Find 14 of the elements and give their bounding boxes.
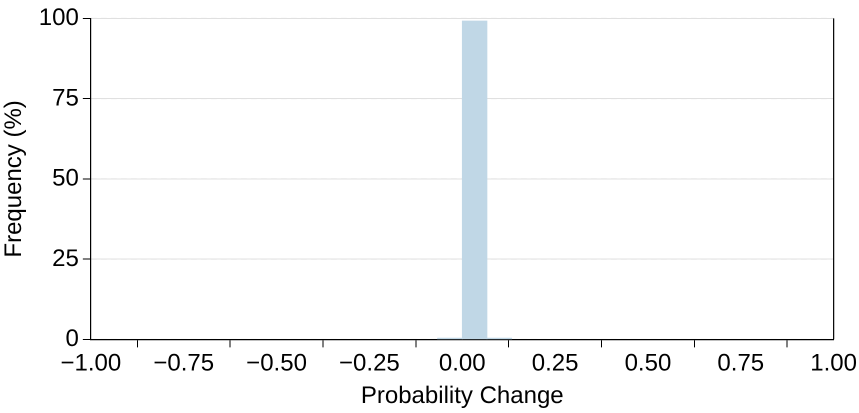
x-tick-label: 0.75 [717, 349, 764, 376]
x-tick-label: −0.75 [153, 349, 214, 376]
x-tick-label: 0.00 [438, 349, 486, 376]
x-tick-label: 0.50 [624, 349, 672, 376]
x-tick-label: −0.50 [246, 349, 307, 376]
y-tick-label: 50 [52, 164, 79, 192]
x-axis-title: Probability Change [360, 382, 564, 410]
x-tick-label: −0.25 [339, 349, 400, 376]
y-tick-label: 75 [52, 84, 79, 112]
x-tick-label: 0.25 [532, 349, 578, 376]
y-tick-label: 100 [38, 4, 79, 32]
x-tick-label: 1.00 [810, 349, 858, 376]
y-tick-label: 25 [52, 244, 79, 272]
y-axis-title: Frequency (%) [0, 100, 28, 258]
